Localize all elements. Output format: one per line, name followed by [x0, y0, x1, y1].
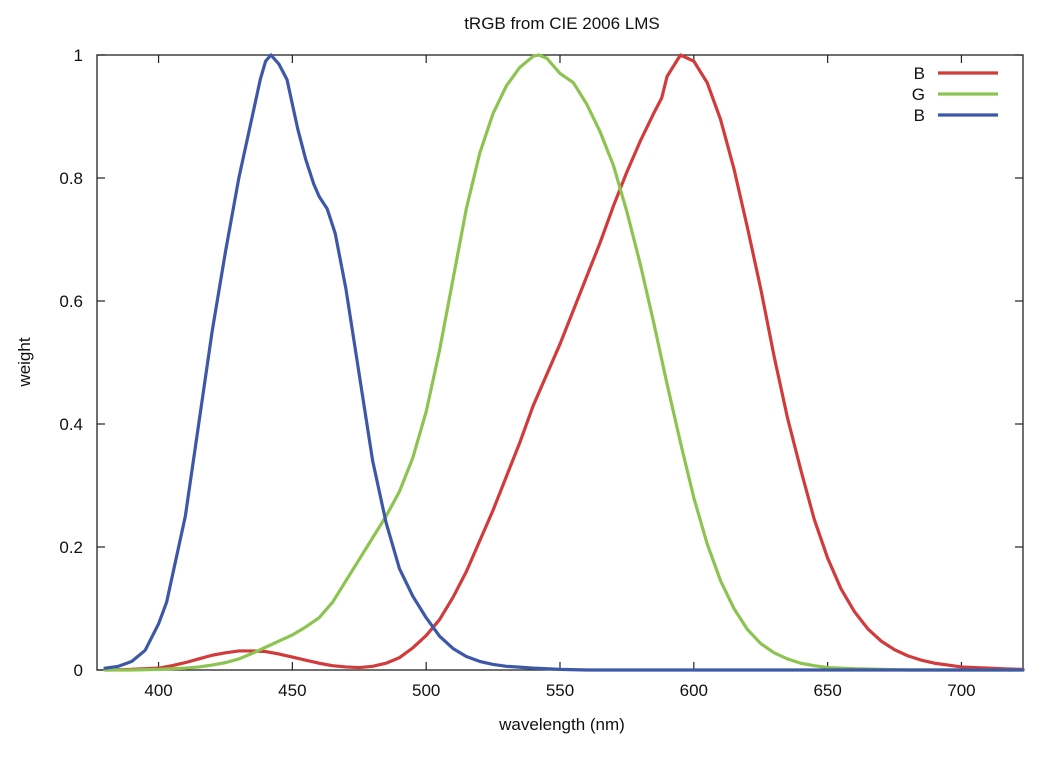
x-tick-label: 600: [680, 681, 708, 700]
x-axis: 400 450 500 550 600 650 700: [144, 55, 976, 700]
y-axis-label: weight: [15, 337, 34, 387]
legend-label-2: G: [912, 85, 925, 104]
x-tick-label: 550: [546, 681, 574, 700]
plot-frame: [96, 54, 1024, 671]
x-tick-label: 700: [947, 681, 975, 700]
y-tick-label: 0: [74, 661, 83, 680]
series-layer: [103, 53, 1025, 672]
x-tick-label: 650: [813, 681, 841, 700]
y-tick-label: 0.8: [59, 169, 83, 188]
x-tick-label: 500: [412, 681, 440, 700]
x-axis-label: wavelength (nm): [498, 715, 625, 734]
series-line-2: [103, 53, 1025, 672]
x-tick-label: 450: [278, 681, 306, 700]
legend-label-3: B: [914, 106, 925, 125]
series-line-3: [103, 53, 1025, 672]
y-tick-label: 0.6: [59, 292, 83, 311]
y-tick-label: 0.4: [59, 415, 83, 434]
y-axis: 0 0.2 0.4 0.6 0.8 1: [59, 46, 1023, 680]
x-tick-label: 400: [144, 681, 172, 700]
chart-title: tRGB from CIE 2006 LMS: [464, 14, 660, 33]
legend: BGB: [912, 64, 998, 125]
y-tick-label: 0.2: [59, 538, 83, 557]
y-tick-label: 1: [74, 46, 83, 65]
series-line-1: [103, 53, 1025, 672]
legend-label-1: B: [914, 64, 925, 83]
